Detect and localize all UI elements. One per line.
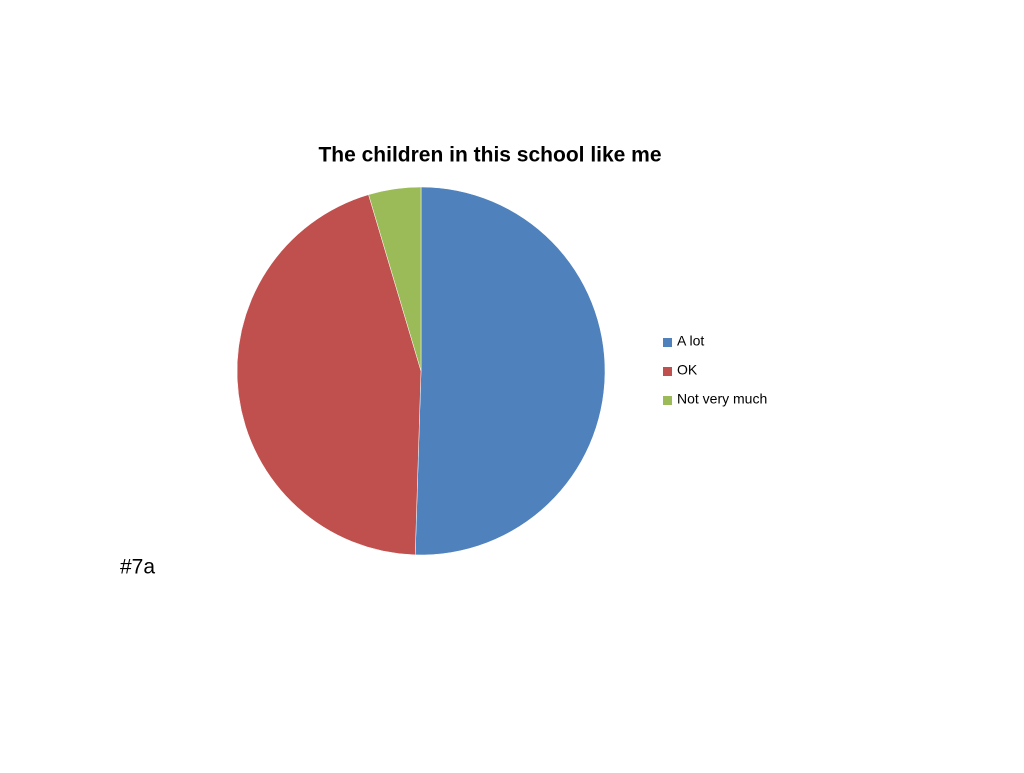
legend-label: A lot: [677, 333, 704, 349]
legend-swatch: [663, 338, 672, 347]
legend-swatch: [663, 367, 672, 376]
pie-slice: [368, 186, 422, 372]
pie-slice: [236, 194, 422, 556]
legend-label: OK: [677, 362, 698, 378]
legend-swatch: [663, 396, 672, 405]
pie-slice: [414, 186, 606, 556]
annotation: #7a: [120, 556, 155, 579]
chart-title: The children in this school like me: [318, 144, 661, 167]
legend-label: Not very much: [677, 391, 767, 407]
